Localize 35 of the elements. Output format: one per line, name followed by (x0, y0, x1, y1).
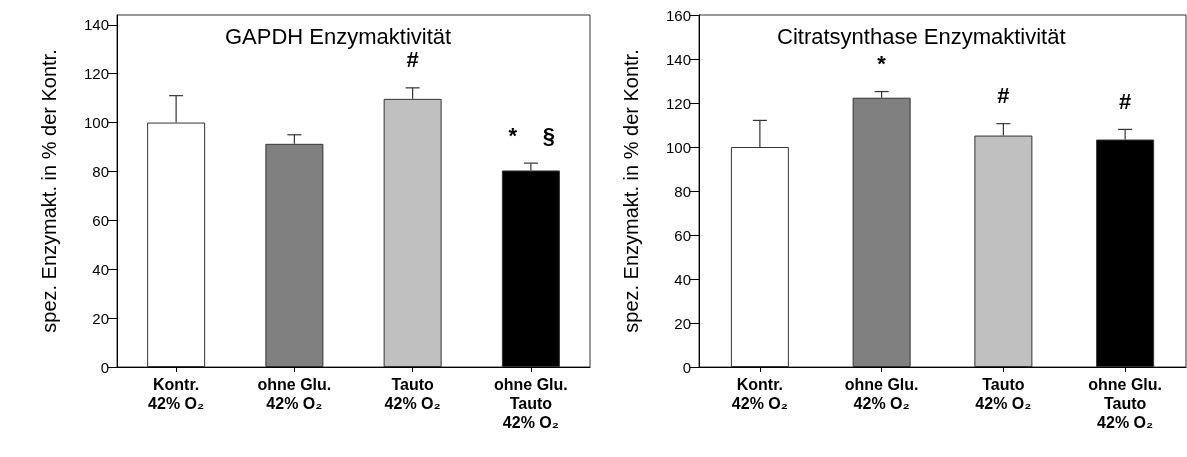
y-tick-label: 60 (674, 226, 691, 244)
y-tick-label: 40 (92, 260, 109, 278)
y-axis-title: spez. Enzymakt. in % der Kontr. (38, 49, 60, 333)
x-tick-label: ohne Glu. 42% O₂ (844, 376, 919, 412)
annotation: § (542, 122, 555, 148)
y-tick-label: 80 (674, 182, 691, 200)
y-tick-label: 60 (92, 211, 109, 229)
y-tick-label: 120 (83, 65, 109, 83)
y-tick-label: 20 (92, 309, 109, 327)
y-tick-label: 20 (674, 314, 691, 332)
y-tick-label: 100 (83, 114, 109, 132)
x-tick-label: Tauto 42% O₂ (384, 376, 441, 412)
x-tick-label: ohne Glu. 42% O₂ (257, 376, 332, 412)
x-tick-label: Kontr. 42% O₂ (148, 376, 205, 412)
annotation: # (406, 47, 419, 73)
y-axis-title: spez. Enzymakt. in % der Kontr. (620, 49, 642, 333)
y-tick-label: 0 (682, 358, 691, 376)
y-tick-label: 120 (665, 94, 691, 112)
annotation: # (1119, 88, 1132, 114)
y-tick-label: 140 (665, 50, 691, 68)
annotation: * (877, 51, 887, 77)
y-tick-label: 80 (92, 162, 109, 180)
chart-title: GAPDH Enzymaktivität (225, 23, 452, 49)
annotation: # (997, 83, 1010, 109)
x-tick-label: ohne Glu. Tauto 42% O₂ (493, 376, 568, 431)
annotation: * (508, 122, 518, 148)
y-tick-label: 140 (83, 16, 109, 34)
x-tick-label: Tauto 42% O₂ (975, 376, 1032, 412)
y-tick-label: 40 (674, 270, 691, 288)
x-tick-label: ohne Glu. Tauto 42% O₂ (1088, 376, 1163, 431)
chart-title: Citratsynthase Enzymaktivität (777, 23, 1066, 49)
y-tick-label: 100 (665, 138, 691, 156)
y-tick-label: 0 (100, 358, 109, 376)
y-tick-label: 160 (665, 6, 691, 24)
x-tick-label: Kontr. 42% O₂ (731, 376, 788, 412)
